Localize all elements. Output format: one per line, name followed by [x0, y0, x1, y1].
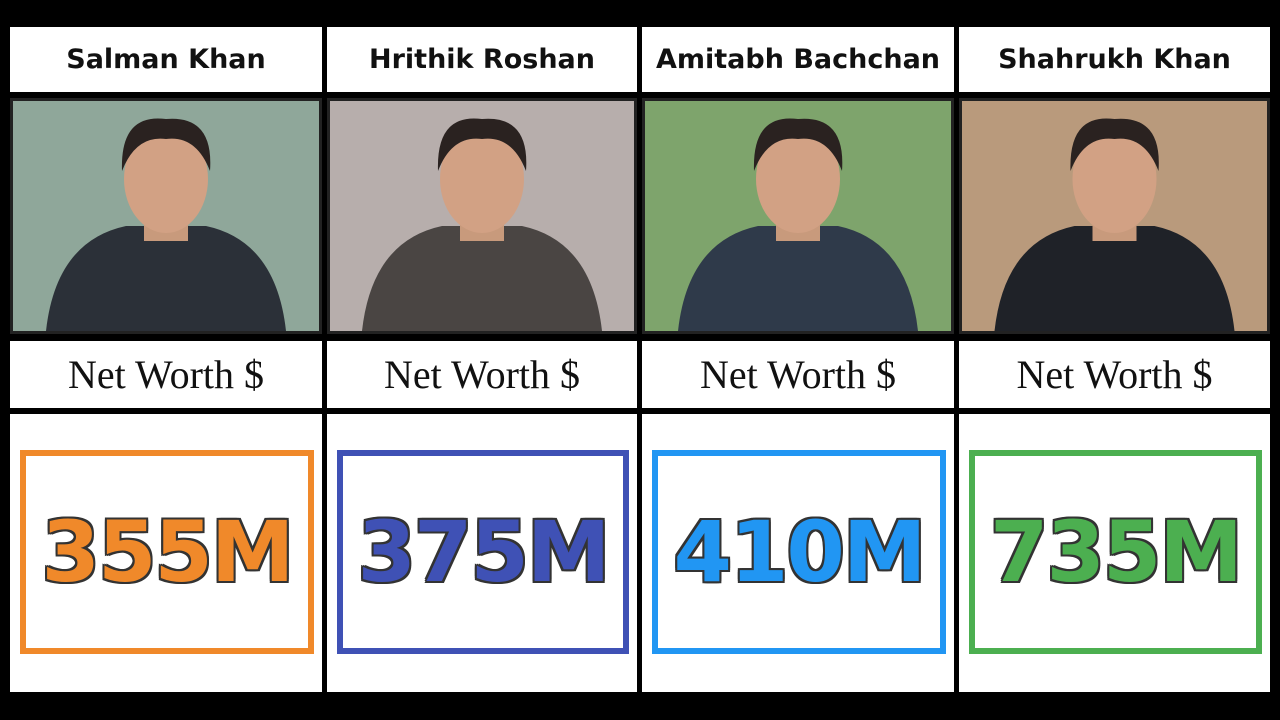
value-cell: 375M [327, 414, 637, 692]
value-box: 375M [337, 450, 629, 654]
person-photo [10, 98, 322, 334]
value-cell: 410M [642, 414, 954, 692]
photo-shape [440, 125, 524, 233]
photo-shape [437, 118, 527, 171]
value-box: 735M [969, 450, 1262, 654]
person-name: Salman Khan [10, 27, 322, 92]
photo-art [330, 101, 634, 331]
photo-shape [756, 125, 840, 233]
photo-shape [362, 226, 602, 331]
photo-shape [1070, 118, 1159, 171]
net-worth-label: Net Worth $ [327, 341, 637, 408]
person-name: Hrithik Roshan [327, 27, 637, 92]
net-worth-value: 735M [990, 503, 1243, 601]
person-name: Amitabh Bachchan [642, 27, 954, 92]
photo-shape [678, 226, 918, 331]
person-column: Shahrukh Khan Net Worth $ 735M [959, 0, 1270, 720]
photo-art [13, 101, 319, 331]
photo-shape [121, 118, 211, 171]
person-name: Shahrukh Khan [959, 27, 1270, 92]
photo-shape [1072, 125, 1157, 233]
value-cell: 355M [10, 414, 322, 692]
value-cell: 735M [959, 414, 1270, 692]
person-photo [959, 98, 1270, 334]
person-column: Amitabh Bachchan Net Worth $ 410M [642, 0, 954, 720]
photo-shape [124, 125, 208, 233]
person-photo [642, 98, 954, 334]
net-worth-value: 375M [357, 503, 611, 601]
photo-shape [46, 226, 286, 331]
net-worth-label: Net Worth $ [959, 341, 1270, 408]
photo-art [962, 101, 1267, 331]
value-box: 355M [20, 450, 314, 654]
net-worth-label: Net Worth $ [642, 341, 954, 408]
photo-art [645, 101, 951, 331]
person-photo [327, 98, 637, 334]
photo-shape [994, 226, 1235, 331]
net-worth-label: Net Worth $ [10, 341, 322, 408]
net-worth-value: 355M [41, 503, 295, 601]
photo-shape [753, 118, 843, 171]
person-column: Hrithik Roshan Net Worth $ 375M [327, 0, 637, 720]
net-worth-value: 410M [673, 503, 927, 601]
person-column: Salman Khan Net Worth $ 355M [10, 0, 322, 720]
value-box: 410M [652, 450, 946, 654]
